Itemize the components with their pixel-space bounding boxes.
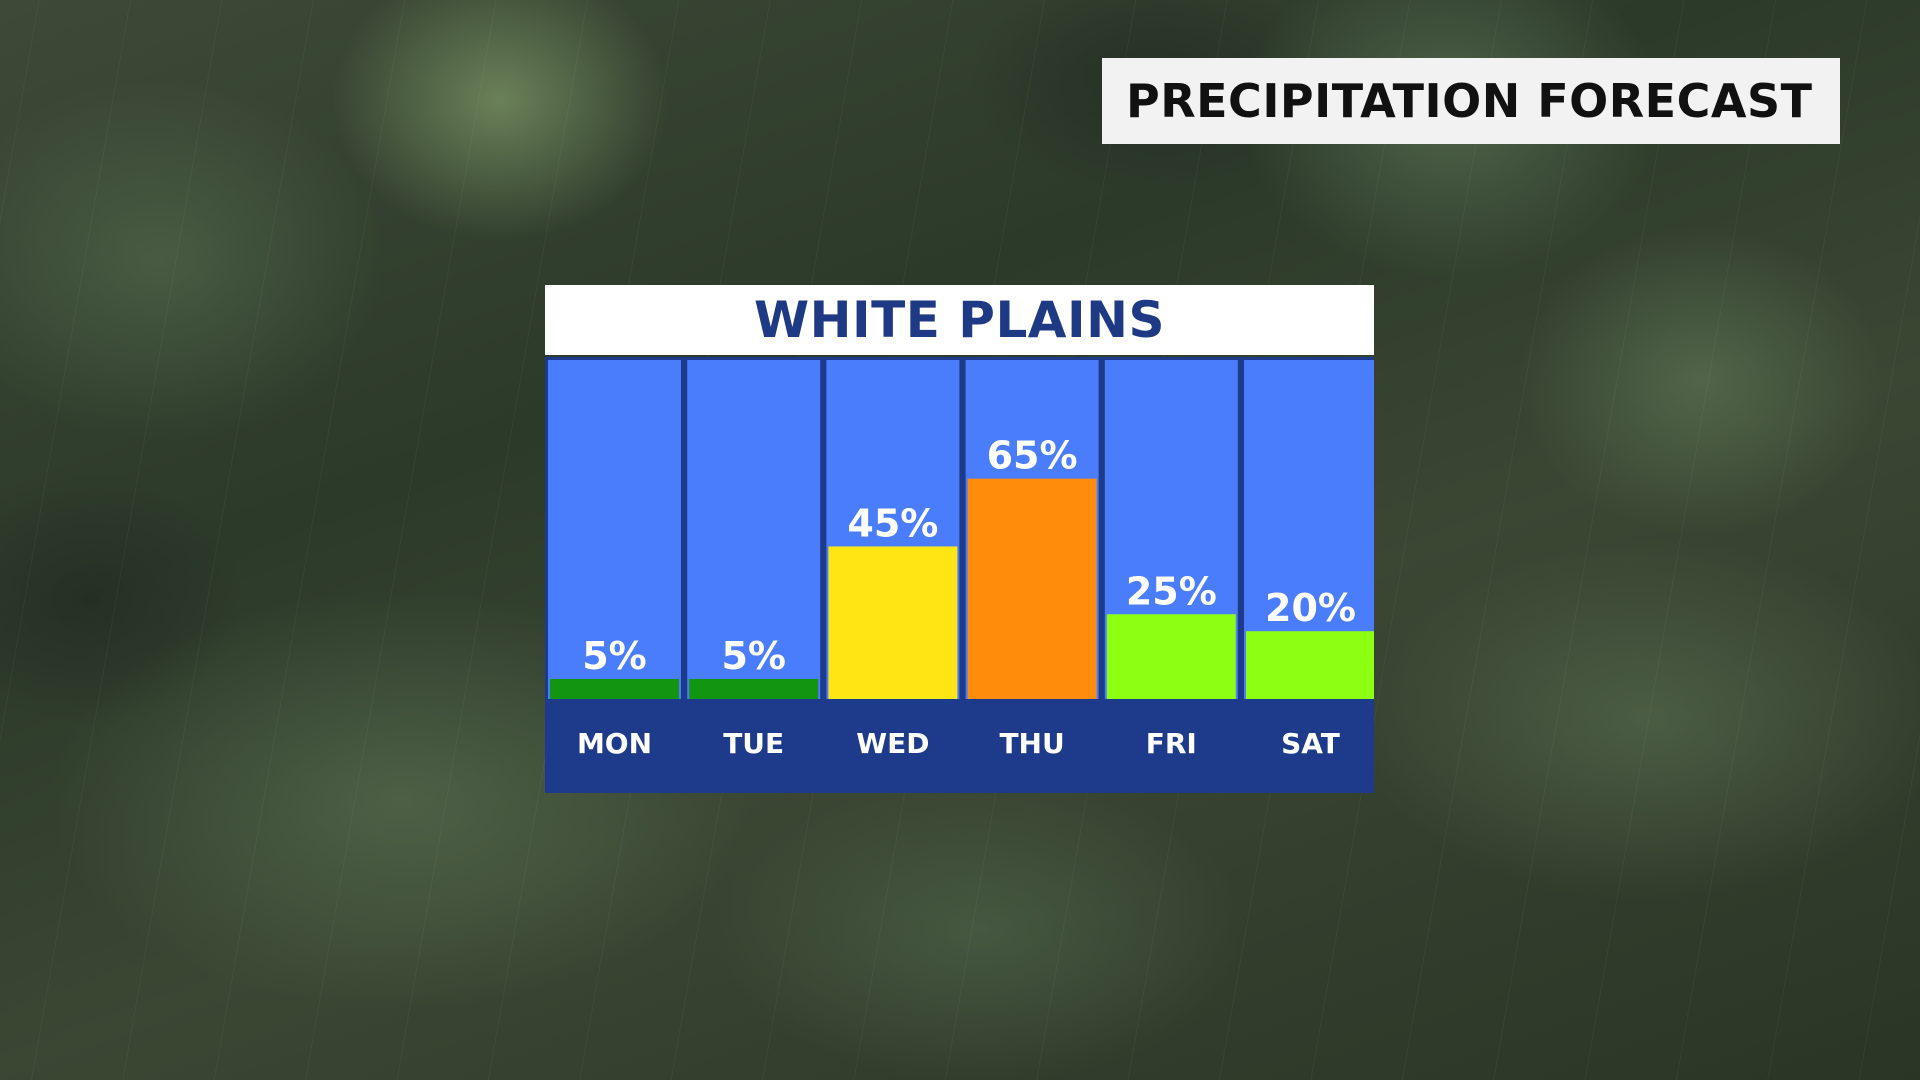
day-cell-wed: [826, 699, 960, 787]
value-label-tue: 5%: [721, 634, 786, 678]
column-bg-tue: [687, 360, 821, 699]
city-name: WHITE PLAINS: [754, 291, 1165, 349]
bar-thu: [967, 478, 1097, 699]
bar-tue: [689, 679, 819, 699]
day-label-thu: THU: [999, 727, 1064, 760]
value-label-thu: 65%: [987, 434, 1078, 478]
value-label-mon: 5%: [582, 634, 647, 678]
day-cell-thu: [965, 699, 1099, 787]
day-label-tue: TUE: [723, 727, 784, 760]
column-bg-mon: [548, 360, 681, 699]
day-cell-sat: [1244, 699, 1374, 787]
precip-chart: 5% MON 5% TUE 45% WED 65% THU 25% FRI 20% SAT: [548, 360, 1374, 787]
city-header: WHITE PLAINS: [545, 285, 1374, 355]
bar-wed: [828, 546, 958, 699]
chart-area: 5% MON 5% TUE 45% WED 65% THU 25% FRI 20% SAT: [545, 357, 1374, 793]
day-label-wed: WED: [856, 727, 929, 760]
day-label-mon: MON: [577, 727, 652, 760]
value-label-fri: 25%: [1126, 569, 1217, 613]
bar-fri: [1106, 614, 1236, 699]
bar-mon: [550, 679, 679, 699]
value-label-wed: 45%: [847, 501, 938, 545]
page-title: PRECIPITATION FORECAST: [1126, 74, 1813, 128]
day-cell-fri: [1104, 699, 1238, 787]
day-label-sat: SAT: [1281, 727, 1340, 760]
bar-sat: [1246, 631, 1374, 699]
title-banner: PRECIPITATION FORECAST: [1102, 58, 1840, 144]
day-cell-mon: [548, 699, 681, 787]
value-label-sat: 20%: [1265, 586, 1356, 630]
forecast-panel: WHITE PLAINS 5% MON 5% TUE 45% WED 65% THU 25% FR…: [545, 285, 1374, 793]
day-label-fri: FRI: [1146, 727, 1197, 760]
day-cell-tue: [687, 699, 821, 787]
